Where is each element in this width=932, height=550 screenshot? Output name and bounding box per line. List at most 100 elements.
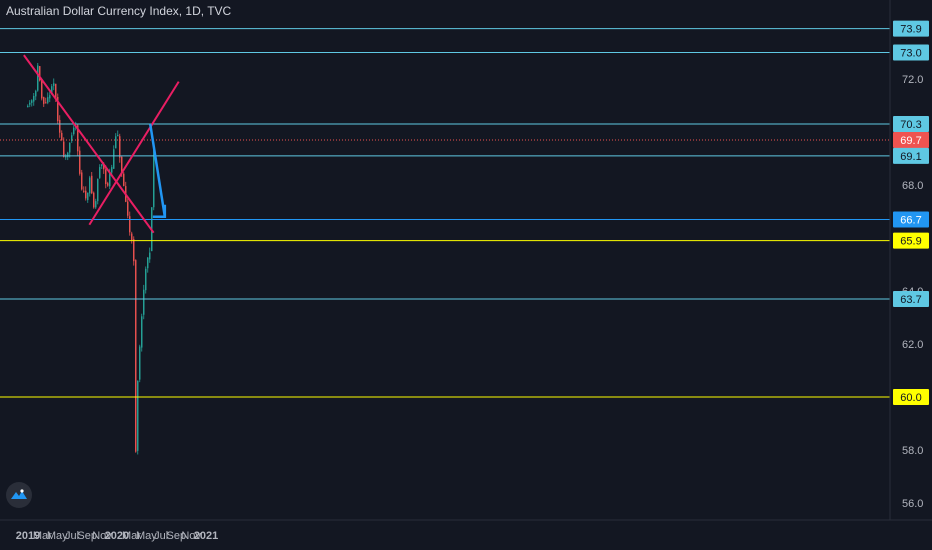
price-badge <box>893 147 929 164</box>
time-axis[interactable] <box>0 520 932 550</box>
candle-body <box>77 125 79 152</box>
price-badge <box>893 20 929 37</box>
price-badge-label: 73.0 <box>900 48 921 60</box>
y-tick-label: 68.0 <box>902 180 923 192</box>
x-tick-label: May <box>136 530 157 542</box>
candle-body <box>43 97 45 104</box>
candle-body <box>39 66 41 81</box>
candle-body <box>61 132 63 140</box>
candle-body <box>37 65 39 91</box>
price-badge-label: 65.9 <box>900 236 921 248</box>
candle-body <box>115 136 117 149</box>
candle-body <box>41 80 43 99</box>
candle-body <box>59 119 61 133</box>
price-badge-label: 69.7 <box>900 135 921 147</box>
candle-body <box>123 173 125 186</box>
candle-body <box>83 190 85 192</box>
candle-body <box>153 148 155 208</box>
price-badge <box>893 211 929 228</box>
price-badge-label: 66.7 <box>900 214 921 226</box>
x-tick-label: Sep <box>77 530 97 542</box>
candle-body <box>143 289 145 315</box>
candle-body <box>127 201 129 216</box>
candle-body <box>31 100 33 103</box>
price-badge <box>893 116 929 133</box>
candle-body <box>107 183 109 186</box>
candle-body <box>29 102 31 105</box>
price-badge <box>893 389 929 405</box>
price-badge-label: 70.3 <box>900 119 921 131</box>
candle-body <box>101 164 103 167</box>
candle-body <box>95 201 97 208</box>
tradingview-logo-icon[interactable] <box>6 482 32 508</box>
candle-body <box>93 192 95 208</box>
candle-body <box>63 141 65 157</box>
candle-body <box>111 167 113 173</box>
price-badge <box>893 131 929 148</box>
candle-body <box>47 97 49 103</box>
candle-body <box>119 136 121 158</box>
candle-body <box>113 149 115 169</box>
x-tick-label: Sep <box>167 530 187 542</box>
candle-body <box>91 175 93 194</box>
x-tick-label: 2019 <box>16 530 40 542</box>
candle-body <box>81 172 83 190</box>
candles-layer <box>27 62 155 455</box>
price-badge-label: 60.0 <box>900 392 921 404</box>
candle-body <box>89 177 91 194</box>
x-tick-label: Jul <box>154 530 168 542</box>
candle-body <box>117 135 119 137</box>
candle-body <box>57 96 59 122</box>
candle-body <box>135 260 137 452</box>
candle-body <box>71 135 73 142</box>
candle-body <box>79 150 81 174</box>
arrow-head <box>152 204 167 219</box>
x-tick-label: Jul <box>65 530 79 542</box>
price-axis[interactable] <box>890 0 932 520</box>
x-tick-label: May <box>47 530 68 542</box>
price-badge-label: 63.7 <box>900 294 921 306</box>
price-badge <box>893 290 929 307</box>
candle-body <box>121 156 123 175</box>
candle-body <box>45 102 47 104</box>
candle-body <box>105 169 107 185</box>
x-axis-labels: 2019MarMayJulSepNov2020MarMayJulSepNov20… <box>16 530 218 542</box>
candle-body <box>49 95 51 99</box>
candle-body <box>147 257 149 269</box>
candle-body <box>145 268 147 291</box>
chart-title: Australian Dollar Currency Index, 1D, TV… <box>6 4 232 18</box>
x-tick-label: Nov <box>181 530 201 542</box>
trendlines-layer <box>23 54 180 234</box>
price-badge <box>893 44 929 61</box>
candle-body <box>65 155 67 158</box>
candle-body <box>97 178 99 202</box>
horizontal-levels-layer <box>0 28 890 398</box>
candle-body <box>129 216 131 233</box>
candle-body <box>137 380 139 451</box>
trendline[interactable] <box>88 81 180 226</box>
candle-body <box>139 346 141 380</box>
candle-body <box>87 192 89 201</box>
candle-body <box>85 190 87 199</box>
candle-body <box>51 86 53 94</box>
trendline[interactable] <box>23 54 155 234</box>
candle-body <box>67 152 69 158</box>
candle-body <box>35 90 37 97</box>
candle-body <box>131 233 133 241</box>
y-tick-label: 72.0 <box>902 74 923 86</box>
x-tick-label: Nov <box>92 530 112 542</box>
candle-body <box>27 105 29 108</box>
candle-body <box>73 127 75 135</box>
price-badges: 73.9 73.0 70.3 69.7 69.1 66.7 65.9 63.7 60.0 <box>893 20 929 405</box>
x-tick-label: Mar <box>122 530 141 542</box>
y-tick-label: 58.0 <box>902 445 923 457</box>
projection-arrow[interactable] <box>149 123 167 217</box>
candle-body <box>55 83 57 99</box>
candle-body <box>141 316 143 348</box>
price-badge-label: 73.9 <box>900 24 921 36</box>
x-tick-label: 2021 <box>194 530 218 542</box>
candle-body <box>69 142 71 153</box>
candle-body <box>103 164 105 170</box>
